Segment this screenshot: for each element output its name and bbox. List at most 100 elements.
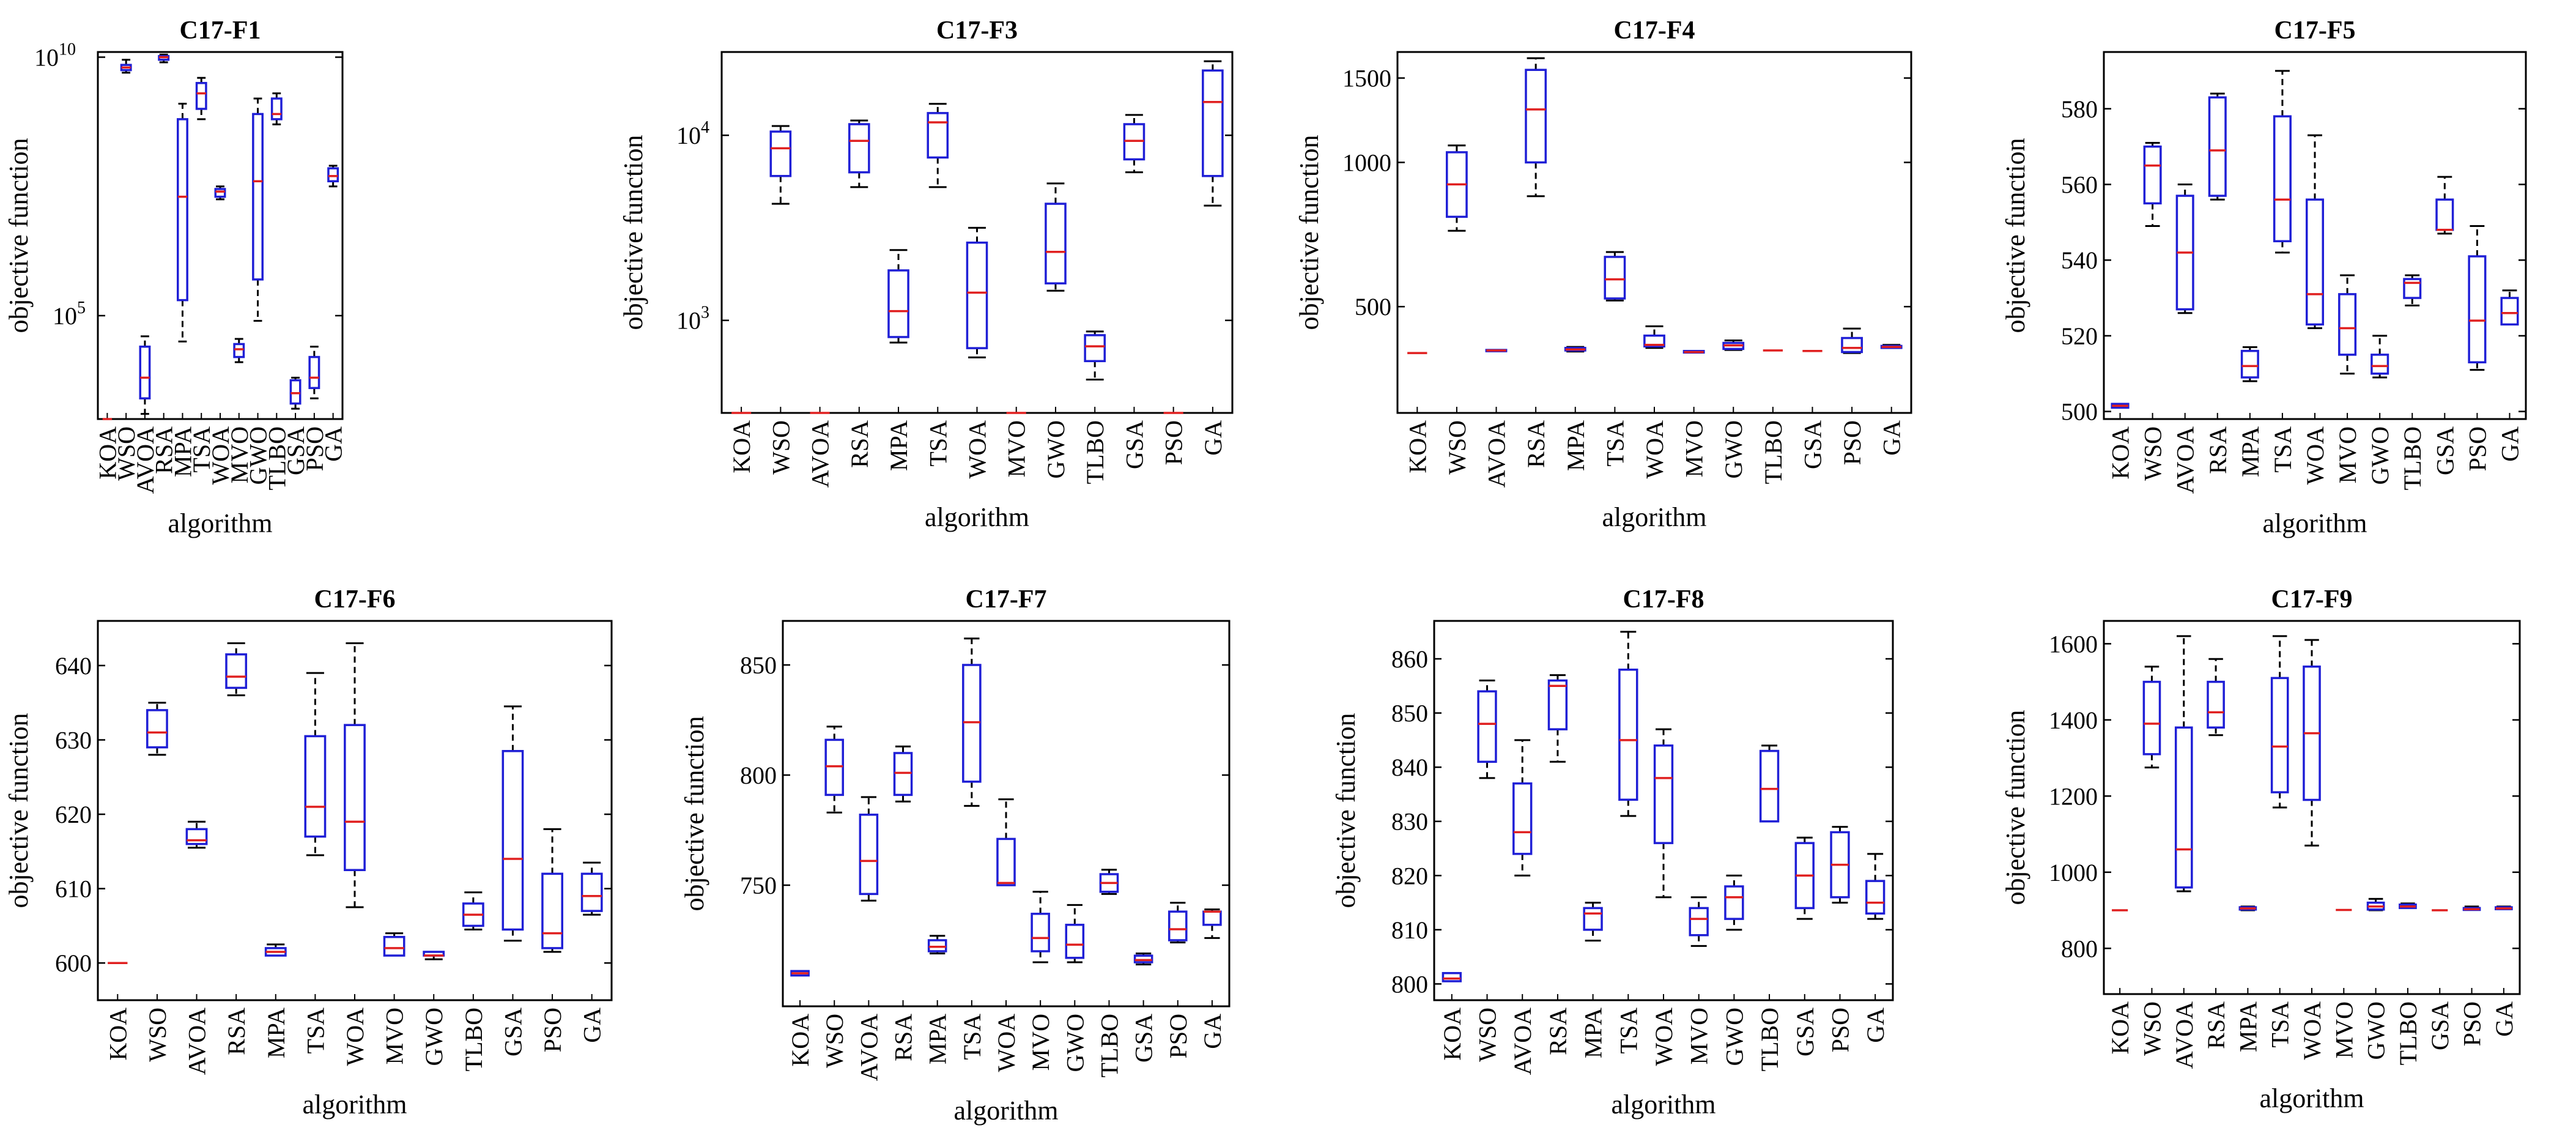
iqr-box xyxy=(1525,69,1547,164)
panel-title: C17-F1 xyxy=(180,17,261,45)
box-woa xyxy=(214,185,226,201)
category-label: KOA xyxy=(2107,426,2134,480)
y-tick-label: 1000 xyxy=(1342,149,1391,176)
y-tick-label: 820 xyxy=(1391,862,1428,889)
category-label: RSA xyxy=(150,426,178,474)
box-koa xyxy=(2111,403,2130,409)
box-mpa xyxy=(2240,346,2259,382)
box-gwo xyxy=(423,951,445,960)
iqr-box xyxy=(1759,749,1780,823)
box-mpa xyxy=(264,943,287,957)
y-tick-label: 810 xyxy=(1391,916,1428,944)
category-label: RSA xyxy=(1544,1008,1572,1055)
category-label: TSA xyxy=(1615,1008,1642,1054)
iqr-box xyxy=(2273,115,2292,243)
category-label: MVO xyxy=(1686,1008,1713,1064)
iqr-box xyxy=(1653,744,1674,844)
iqr-box xyxy=(1618,668,1638,801)
category-label: PSO xyxy=(1826,1008,1854,1052)
box-gwo xyxy=(2366,897,2385,911)
box-woa xyxy=(2305,134,2325,330)
panel-title: C17-F5 xyxy=(2274,17,2356,45)
box-tsa xyxy=(927,103,949,188)
box-wso xyxy=(1477,679,1497,779)
box-ga xyxy=(1880,344,1903,349)
panel-c17-f5: C17-F5 500 520 540 560 580 objective function K… xyxy=(2000,17,2527,538)
iqr-box xyxy=(146,709,168,749)
plot-frame xyxy=(2103,620,2521,995)
x-axis-label: algorithm xyxy=(302,1089,407,1119)
category-label: GWO xyxy=(420,1008,448,1066)
category-label: TLBO xyxy=(1081,420,1109,484)
y-tick-label: 840 xyxy=(1391,754,1428,781)
iqr-box xyxy=(824,738,845,796)
iqr-box xyxy=(962,664,982,783)
box-tlbo xyxy=(270,92,283,125)
box-mpa xyxy=(1564,346,1586,353)
y-tick-label: 860 xyxy=(1391,645,1428,673)
category-label: RSA xyxy=(1522,420,1550,468)
box-pso xyxy=(541,828,563,953)
y-axis-label: objective function xyxy=(1331,713,1361,908)
panel-title: C17-F9 xyxy=(2271,585,2353,614)
x-axis-label: algorithm xyxy=(1602,502,1706,532)
category-label: TSA xyxy=(958,1014,986,1060)
y-tick-label: 520 xyxy=(2061,322,2098,350)
box-ga xyxy=(327,165,339,188)
box-pso xyxy=(1841,327,1863,354)
iqr-box xyxy=(2338,293,2357,356)
category-label: GWO xyxy=(1042,420,1070,479)
box-rsa xyxy=(1525,57,1547,198)
iqr-box xyxy=(289,379,302,405)
category-label: GSA xyxy=(1120,420,1148,469)
x-axis-label: algorithm xyxy=(925,502,1029,532)
iqr-box xyxy=(541,872,563,949)
category-label: MVO xyxy=(2334,426,2361,483)
box-avoa xyxy=(139,335,151,415)
y-tick-label: 640 xyxy=(55,652,92,680)
iqr-box xyxy=(1442,971,1462,982)
box-wso xyxy=(2142,666,2161,769)
box-woa xyxy=(2303,639,2321,847)
iqr-box xyxy=(887,269,909,338)
category-label: GSA xyxy=(1799,420,1826,469)
category-label: GA xyxy=(1199,1014,1226,1049)
box-wso xyxy=(146,702,168,756)
box-gwo xyxy=(2371,335,2389,379)
iqr-box xyxy=(893,752,913,796)
category-label: PSO xyxy=(2463,426,2491,471)
category-label: MVO xyxy=(1003,420,1031,477)
category-label: TSA xyxy=(2269,426,2297,473)
iqr-box xyxy=(2500,297,2519,326)
panel-c17-f9: C17-F9 800 1000 1200 1400 1600 objective funct… xyxy=(2000,585,2521,1113)
iqr-box xyxy=(195,81,207,110)
iqr-box xyxy=(1512,782,1533,855)
category-label: GWO xyxy=(1061,1014,1089,1072)
iqr-box xyxy=(139,345,151,399)
box-ga xyxy=(1202,60,1224,207)
y-axis-label: objective function xyxy=(2000,138,2030,333)
category-label: RSA xyxy=(2204,426,2232,474)
category-label: MVO xyxy=(2330,1001,2358,1058)
iqr-box xyxy=(859,814,879,896)
panel-title: C17-F4 xyxy=(1614,17,1695,45)
box-rsa xyxy=(848,119,870,188)
category-label: GA xyxy=(1862,1008,1889,1043)
category-label: PSO xyxy=(1164,1014,1192,1058)
category-label: MPA xyxy=(1580,1008,1607,1058)
iqr-box xyxy=(2142,680,2161,755)
y-tick-label: 560 xyxy=(2061,171,2098,198)
iqr-box xyxy=(344,724,366,872)
category-label: WOA xyxy=(341,1008,369,1066)
box-gsa xyxy=(289,376,302,410)
category-label: GWO xyxy=(1720,420,1747,479)
category-label: WSO xyxy=(144,1008,171,1062)
category-label: GWO xyxy=(2366,426,2394,485)
category-label: GSA xyxy=(1791,1008,1819,1056)
y-axis-label: objective function xyxy=(2000,710,2030,905)
y-tick-label: 103 xyxy=(676,303,709,335)
box-mpa xyxy=(927,935,947,955)
y-tick-label: 1000 xyxy=(2049,859,2098,886)
iqr-box xyxy=(769,130,792,177)
iqr-box xyxy=(233,343,245,358)
